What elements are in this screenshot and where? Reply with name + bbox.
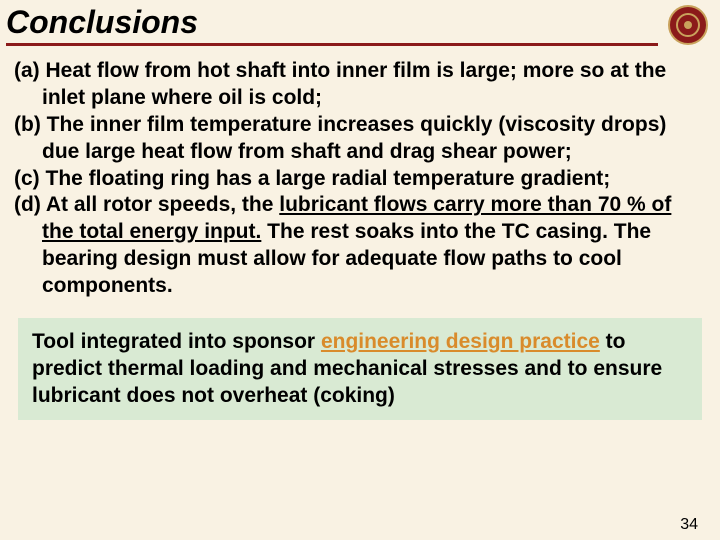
callout-highlight: engineering design practice (321, 330, 600, 353)
callout-pre: Tool integrated into sponsor (32, 330, 321, 353)
page-number: 34 (680, 516, 698, 534)
conclusion-a: (a) Heat flow from hot shaft into inner … (14, 58, 706, 112)
conclusion-d: (d) At all rotor speeds, the lubricant f… (14, 192, 706, 300)
item-text: Heat flow from hot shaft into inner film… (42, 59, 666, 109)
item-label: (b) (14, 113, 47, 136)
item-label: (a) (14, 59, 46, 82)
item-text: The floating ring has a large radial tem… (46, 167, 611, 190)
item-text: The inner film temperature increases qui… (42, 113, 666, 163)
callout-box: Tool integrated into sponsor engineering… (18, 318, 702, 420)
item-label: (c) (14, 167, 46, 190)
conclusions-list: (a) Heat flow from hot shaft into inner … (0, 46, 720, 308)
conclusion-b: (b) The inner film temperature increases… (14, 112, 706, 166)
item-label: (d) (14, 193, 46, 216)
slide-title: Conclusions (6, 4, 658, 46)
conclusion-c: (c) The floating ring has a large radial… (14, 166, 706, 193)
logo-icon (668, 5, 708, 45)
item-text-pre: At all rotor speeds, the (46, 193, 279, 216)
slide-header: Conclusions (0, 0, 720, 46)
